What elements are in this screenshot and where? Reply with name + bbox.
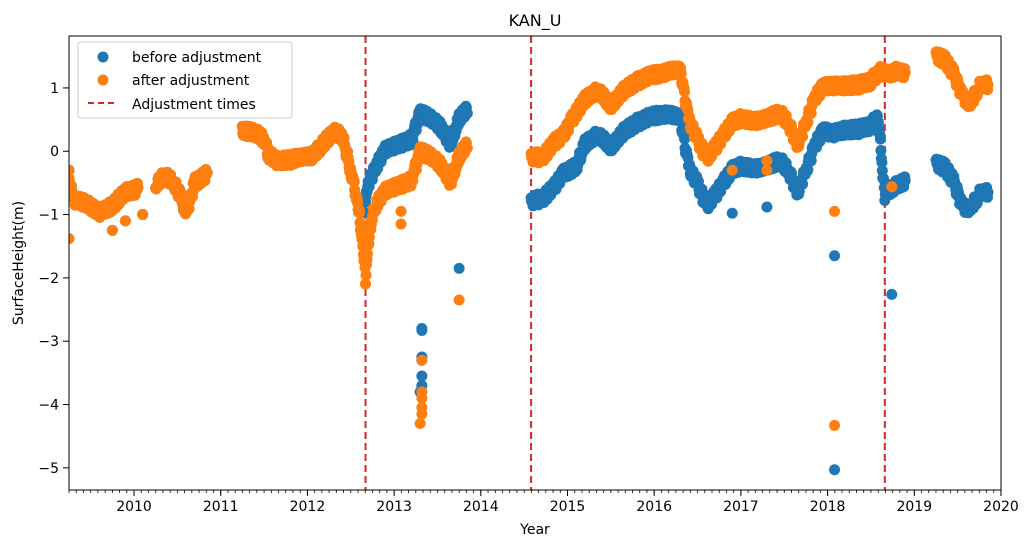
y-tick-label: 1 (50, 81, 59, 97)
data-point (361, 248, 373, 260)
data-point (354, 206, 366, 218)
outlier-point (395, 205, 407, 217)
data-point (899, 67, 911, 79)
data-point (132, 182, 144, 194)
outlier-point (119, 215, 131, 227)
data-point (348, 176, 360, 188)
data-point (797, 178, 809, 190)
y-tick-label: −4 (38, 398, 59, 414)
outlier-point (453, 262, 465, 274)
data-point (461, 142, 473, 154)
outlier-point (69, 233, 75, 245)
data-point (802, 116, 814, 128)
outlier-point (726, 164, 738, 176)
legend-box (77, 41, 293, 119)
y-tick-label: −5 (38, 461, 59, 477)
y-axis-label: SurfaceHeight(m) (11, 201, 27, 325)
data-point (461, 107, 473, 119)
x-tick-label: 2019 (896, 499, 932, 515)
data-point (360, 269, 372, 281)
x-tick-label: 2011 (203, 499, 239, 515)
y-tick-label: −2 (38, 271, 59, 287)
x-axis: 2010 2011 2012 2013 2014 2015 2016 2017 2018 2019… (68, 490, 1019, 515)
x-tick-label: 2013 (376, 499, 412, 515)
x-tick-label: 2012 (290, 499, 326, 515)
data-points (69, 46, 994, 476)
outlier-point (886, 181, 898, 193)
legend-label-adjustment: Adjustment times (132, 97, 256, 113)
data-point (899, 175, 911, 187)
outlier-point (395, 218, 407, 230)
data-point (982, 186, 994, 198)
outlier-point (416, 408, 428, 420)
legend: before adjustment after adjustment Adjus… (77, 41, 293, 119)
outlier-point (886, 288, 898, 300)
x-tick-label: 2016 (636, 499, 672, 515)
outlier-point (453, 294, 465, 306)
data-point (874, 133, 886, 145)
x-tick-label: 2018 (810, 499, 846, 515)
data-point (201, 167, 213, 179)
x-tick-label: 2020 (983, 499, 1019, 515)
outlier-point (761, 164, 773, 176)
outlier-point (416, 370, 428, 382)
x-tick-label: 2010 (116, 499, 152, 515)
y-tick-label: −3 (38, 334, 59, 350)
data-point (982, 79, 994, 91)
data-point (802, 164, 814, 176)
legend-label-before: before adjustment (132, 50, 262, 66)
outlier-point (416, 354, 428, 366)
outlier-point (726, 207, 738, 219)
data-point (797, 131, 809, 143)
outlier-point (829, 419, 841, 431)
y-tick-label: −1 (38, 208, 59, 224)
legend-label-after: after adjustment (132, 73, 250, 89)
y-tick-label: 0 (50, 144, 59, 160)
legend-marker-after (97, 74, 109, 86)
data-point (679, 133, 691, 145)
outlier-point (416, 392, 428, 404)
outlier-point (761, 155, 773, 167)
outlier-point (416, 324, 428, 336)
outlier-point (414, 418, 426, 430)
outlier-point (829, 464, 841, 476)
chart-title: KAN_U (509, 11, 562, 31)
y-axis: 1 0 −1 −2 −3 −4 −5 (38, 81, 69, 477)
outlier-point (829, 250, 841, 262)
x-tick-label: 2014 (463, 499, 499, 515)
data-point (679, 86, 691, 98)
data-point (876, 156, 888, 168)
outlier-point (761, 201, 773, 213)
outlier-point (106, 224, 118, 236)
x-tick-label: 2017 (723, 499, 759, 515)
outlier-point (829, 205, 841, 217)
outlier-point (137, 209, 149, 221)
plot-area (68, 35, 1002, 491)
data-point (875, 145, 887, 156)
x-axis-label: Year (519, 522, 550, 538)
data-point (675, 68, 687, 80)
outlier-point (69, 164, 75, 176)
legend-marker-before (97, 51, 109, 63)
x-tick-label: 2015 (550, 499, 586, 515)
data-point (360, 278, 371, 290)
series-after-adjustment (69, 46, 994, 431)
